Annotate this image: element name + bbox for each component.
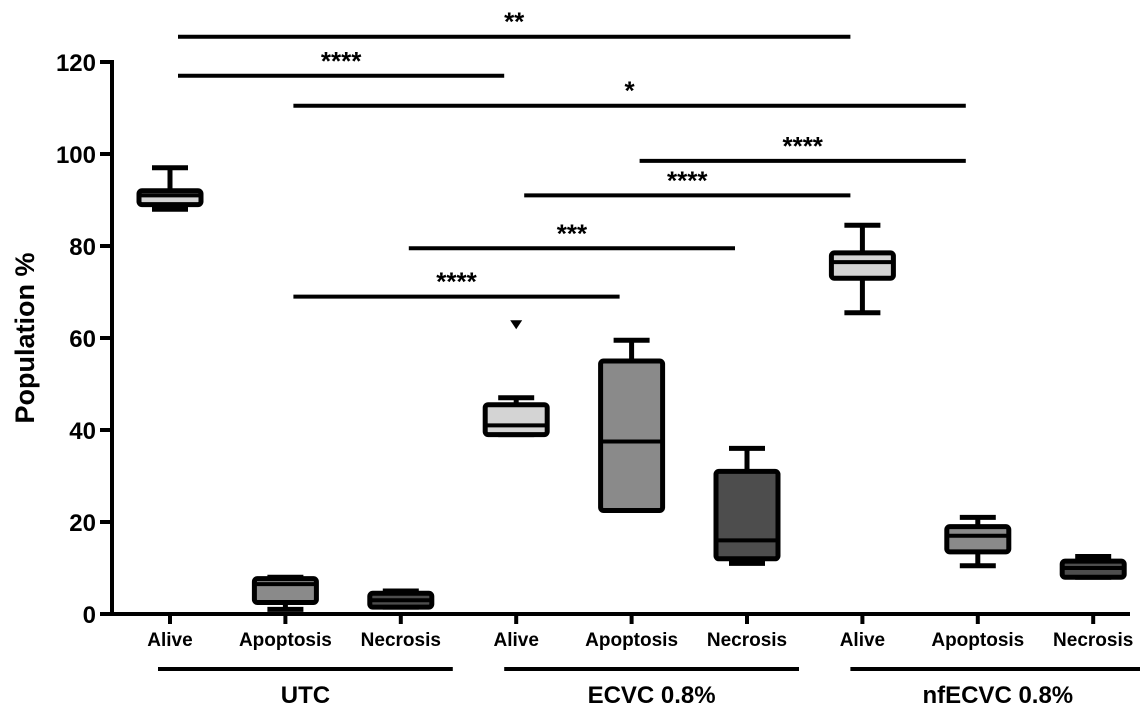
group-label: ECVC 0.8% <box>588 682 716 709</box>
x-axis: Alive Apoptosis Necrosis Alive Apoptosis Necr… <box>110 612 1133 651</box>
significance-label: **** <box>782 131 823 161</box>
group-labels: UTC ECVC 0.8% nfECVC 0.8% <box>158 667 1140 709</box>
y-tick-label: 60 <box>69 326 96 353</box>
box-utc-alive <box>136 165 204 212</box>
box-utc-apoptosis <box>251 574 319 612</box>
outlier-point <box>510 320 523 330</box>
significance-label: **** <box>321 46 362 76</box>
significance-label: **** <box>436 267 477 297</box>
box-nfecvc-0-8--alive <box>828 222 896 316</box>
box-utc-necrosis <box>367 588 435 610</box>
x-tick-label: Apoptosis <box>239 630 332 651</box>
y-tick-label: 0 <box>83 602 96 629</box>
x-tick-label: Alive <box>840 630 885 651</box>
box-iqr <box>713 468 781 562</box>
x-tick-label: Alive <box>147 630 192 651</box>
group-label: nfECVC 0.8% <box>922 682 1073 709</box>
group-label: UTC <box>281 682 330 709</box>
box-iqr <box>828 250 896 281</box>
box-iqr <box>944 524 1012 555</box>
x-tick-label: Apoptosis <box>585 630 678 651</box>
y-tick-label: 120 <box>56 50 96 77</box>
significance-label: *** <box>557 218 588 248</box>
box-ecvc-0-8--apoptosis <box>598 337 666 513</box>
box-ecvc-0-8--alive <box>482 320 550 438</box>
boxes <box>136 165 1127 612</box>
significance-brackets: ********************** <box>178 7 966 299</box>
y-tick-label: 100 <box>56 142 96 169</box>
y-tick-label: 80 <box>69 234 96 261</box>
box-nfecvc-0-8--necrosis <box>1059 554 1127 580</box>
box-ecvc-0-8--necrosis <box>713 445 781 566</box>
significance-label: * <box>625 76 636 106</box>
y-tick-label: 40 <box>69 418 96 445</box>
x-tick-label: Apoptosis <box>931 630 1024 651</box>
x-tick-label: Necrosis <box>707 630 787 651</box>
box-iqr <box>598 358 666 513</box>
x-tick-label: Necrosis <box>361 630 441 651</box>
x-tick-label: Alive <box>493 630 538 651</box>
box-nfecvc-0-8--apoptosis <box>944 514 1012 569</box>
y-tick-label: 20 <box>69 510 96 537</box>
significance-label: ** <box>504 7 525 37</box>
significance-label: **** <box>667 165 708 195</box>
box-iqr <box>482 402 550 438</box>
y-axis: 0 20 40 60 80 100 120 <box>56 50 114 629</box>
x-tick-label: Necrosis <box>1053 630 1133 651</box>
box-iqr <box>136 188 204 208</box>
y-axis-label: Population % <box>10 253 40 424</box>
